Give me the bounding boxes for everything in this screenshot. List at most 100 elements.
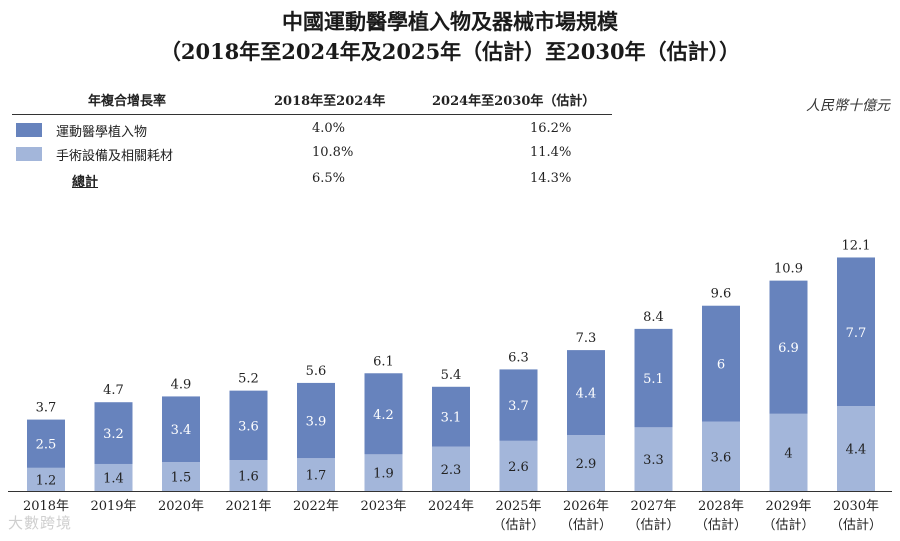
data-label-equipment: 1.4 [103,471,124,486]
bar-segment-equipment [94,463,133,491]
bar-segment-implants [27,419,65,468]
bar-segment-equipment [432,446,470,491]
cagr-value: 10.8% [312,145,354,160]
table-divider [12,114,612,115]
bar-segment-implants [634,328,673,428]
data-label-equipment: 4.4 [846,443,867,458]
bar-segment-implants [364,373,403,455]
data-label-total: 4.7 [103,383,124,398]
data-label-implants: 2.5 [36,438,57,453]
data-label-total: 6.1 [373,354,394,369]
x-tick-estimate-label: （估計） [762,517,814,533]
x-tick-label: 2026年 [563,499,609,514]
cagr-header-col2: 2024年至2030年（估計） [432,94,596,109]
data-label-total: 7.3 [576,331,597,346]
data-label-total: 5.2 [238,372,259,387]
data-label-equipment: 2.6 [508,460,529,475]
bar-segment-equipment [769,413,808,491]
x-tick-estimate-label: （估計） [560,517,612,533]
chart-title: 中國運動醫學植入物及器械市場規模 [282,9,618,34]
data-label-implants: 4.4 [576,387,597,402]
data-label-total: 9.6 [711,287,732,302]
x-tick-label: 2024年 [428,499,474,514]
bar-segment-equipment [27,467,65,491]
cagr-row-equipment: 手術設備及相關耗材 10.8% 11.4% [12,144,612,166]
data-label-equipment: 1.5 [171,471,192,486]
cagr-value: 6.5% [312,171,346,186]
legend-swatch-implants [16,123,42,137]
cagr-header-label: 年複合增長率 [88,94,167,109]
data-label-implants: 6 [717,358,725,373]
data-label-total: 5.6 [306,364,327,379]
total-label: 總計 [72,175,99,190]
bar-segment-implants [702,305,740,422]
data-label-equipment: 3.6 [711,450,732,465]
bar-segment-equipment [567,435,605,491]
bar-segment-equipment [297,458,335,491]
cagr-row-implants: 運動醫學植入物 4.0% 16.2% [12,120,612,142]
bar-segment-equipment [364,454,403,491]
x-tick-label: 2028年 [698,499,744,514]
data-label-implants: 3.2 [103,427,124,442]
data-label-implants: 7.7 [846,326,867,341]
data-label-total: 12.1 [842,238,871,253]
cagr-value: 16.2% [530,121,572,136]
x-tick-label: 2022年 [293,499,339,514]
x-tick-label: 2018年 [23,499,69,514]
data-label-equipment: 1.9 [373,467,394,482]
data-label-implants: 3.4 [171,423,192,438]
data-label-equipment: 2.9 [576,457,597,472]
bar-segment-equipment [229,460,268,491]
x-tick-estimate-label: （估計） [492,517,544,533]
data-label-equipment: 3.3 [643,453,664,468]
bar-segment-implants [769,280,808,414]
legend-label: 手術設備及相關耗材 [56,149,174,164]
cagr-header-col1: 2018年至2024年 [274,94,386,109]
bar-segment-equipment [702,421,740,491]
bar-segment-equipment [634,427,673,491]
data-label-implants: 3.7 [508,399,529,414]
data-label-implants: 5.1 [643,372,664,387]
data-label-total: 6.3 [508,350,529,365]
data-label-implants: 6.9 [778,341,799,356]
bar-segment-equipment [162,462,200,491]
x-tick-label: 2023年 [360,499,406,514]
bar-segment-implants [837,257,875,407]
x-tick-label: 2030年 [833,499,879,514]
cagr-value: 11.4% [530,145,572,160]
bar-segment-implants [297,382,335,459]
cagr-row-total: 總計 6.5% 14.3% [12,170,612,192]
x-tick-label: 2027年 [630,499,676,514]
chart-subtitle: （2018年至2024年及2025年（估計）至2030年（估計）） [159,39,741,64]
bar-segment-equipment [837,406,875,491]
bar-segment-implants [432,386,470,447]
data-label-implants: 3.1 [441,411,462,426]
data-label-equipment: 4 [784,446,792,461]
data-label-implants: 3.9 [306,415,327,430]
data-label-total: 3.7 [36,401,57,416]
x-tick-label: 2019年 [90,499,136,514]
watermark: 大數跨境 [8,514,73,532]
bar-segment-implants [229,390,268,461]
x-tick-label: 2029年 [765,499,811,514]
bar-segment-implants [94,402,133,464]
data-label-equipment: 2.3 [441,463,462,478]
data-label-total: 8.4 [643,310,664,325]
x-tick-estimate-label: （估計） [695,517,747,533]
cagr-value: 14.3% [530,171,572,186]
legend-label: 運動醫學植入物 [56,125,148,140]
data-label-equipment: 1.7 [306,469,327,484]
data-label-total: 5.4 [441,368,462,383]
data-label-implants: 4.2 [373,408,394,423]
bar-segment-implants [499,369,538,441]
x-tick-estimate-label: （估計） [830,517,882,533]
unit-label: 人民幣十億元 [806,98,890,114]
x-tick-label: 2021年 [225,499,271,514]
bar-segment-implants [567,350,605,436]
data-label-equipment: 1.6 [238,470,259,485]
x-tick-label: 2025年 [495,499,541,514]
legend-swatch-equipment [16,147,42,161]
bar-segment-equipment [499,440,538,491]
x-tick-estimate-label: （估計） [627,517,679,533]
